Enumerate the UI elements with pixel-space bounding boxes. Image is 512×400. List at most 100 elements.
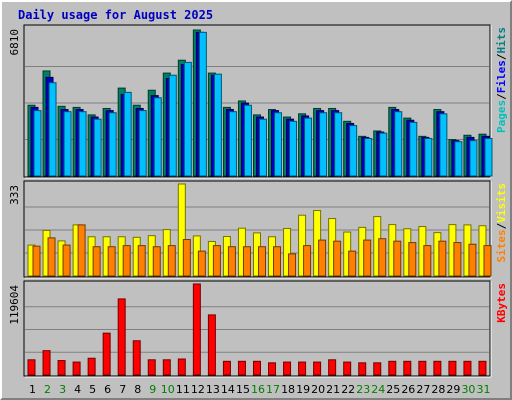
day-label-28: 28	[431, 383, 445, 396]
right-legend: KBytes	[495, 283, 508, 323]
bar-kbytes-day-12	[192, 283, 201, 376]
bar-pages-day-17	[274, 112, 283, 177]
bar-sites-day-19	[303, 245, 312, 277]
bar-kbytes-day-27	[418, 360, 427, 376]
bar-pages-day-28	[439, 113, 448, 177]
legend-hits: Hits	[495, 27, 508, 54]
bar-pages-day-18	[289, 120, 298, 177]
day-label-24: 24	[371, 383, 385, 396]
bar-kbytes-day-19	[298, 361, 307, 376]
day-label-12: 12	[191, 383, 205, 396]
bar-kbytes-day-23	[358, 362, 367, 376]
legend-separator: /	[495, 222, 508, 229]
day-label-1: 1	[29, 383, 36, 396]
bar-sites-day-24	[378, 238, 387, 277]
bar-visits-day-18	[283, 227, 292, 277]
bar-sites-day-3	[62, 244, 71, 277]
bar-visits-day-11	[177, 183, 186, 277]
bar-pages-day-13	[213, 73, 222, 177]
bar-pages-day-30	[469, 140, 478, 177]
bar-kbytes-day-2	[42, 350, 51, 376]
day-label-31: 31	[476, 383, 490, 396]
bar-kbytes-day-4	[72, 361, 81, 376]
day-label-4: 4	[74, 383, 81, 396]
day-label-13: 13	[206, 383, 220, 396]
bar-pages-day-5	[93, 118, 102, 177]
day-label-14: 14	[221, 383, 235, 396]
bar-pages-day-6	[108, 112, 117, 177]
day-label-29: 29	[446, 383, 460, 396]
day-label-22: 22	[341, 383, 355, 396]
bar-sites-day-10	[167, 245, 176, 277]
bar-sites-day-16	[257, 246, 266, 277]
legend-pages: Pages	[495, 100, 508, 133]
panel-3-background	[23, 280, 491, 377]
bar-sites-day-15	[242, 246, 251, 277]
bar-sites-day-30	[468, 243, 477, 277]
bar-kbytes-day-5	[87, 357, 96, 376]
day-label-6: 6	[104, 383, 111, 396]
bar-sites-day-17	[273, 246, 282, 277]
day-label-20: 20	[311, 383, 325, 396]
bar-kbytes-day-7	[117, 298, 126, 376]
bar-kbytes-day-11	[177, 358, 186, 376]
bar-pages-day-29	[454, 141, 463, 177]
bar-pages-day-2	[48, 82, 57, 177]
bar-pages-day-15	[243, 104, 252, 177]
right-legend: Sites/Visits	[495, 183, 508, 263]
bar-pages-day-16	[258, 118, 267, 177]
bar-kbytes-day-26	[403, 360, 412, 376]
bar-sites-day-9	[152, 246, 161, 277]
legend-kbytes: KBytes	[495, 283, 508, 323]
bar-pages-day-8	[138, 110, 147, 177]
bar-pages-day-22	[349, 125, 358, 177]
day-label-15: 15	[236, 383, 250, 396]
chart-title: Daily usage for August 2025	[18, 8, 214, 22]
legend-visits: Visits	[495, 183, 508, 223]
day-label-16: 16	[251, 383, 265, 396]
bar-kbytes-day-20	[313, 361, 322, 376]
day-label-11: 11	[176, 383, 190, 396]
bar-pages-day-10	[168, 74, 177, 177]
bar-pages-day-31	[484, 137, 493, 177]
bar-sites-day-18	[288, 253, 297, 277]
bar-sites-day-5	[92, 246, 101, 277]
bar-pages-day-3	[63, 111, 72, 177]
bar-sites-day-25	[393, 240, 402, 277]
y-max-label: 333	[8, 185, 21, 205]
day-label-18: 18	[281, 383, 295, 396]
bar-sites-day-26	[408, 242, 417, 277]
bar-kbytes-day-3	[57, 360, 66, 376]
day-label-10: 10	[161, 383, 175, 396]
bar-sites-day-6	[107, 246, 116, 277]
bar-kbytes-day-6	[102, 332, 111, 376]
bar-pages-day-7	[123, 91, 132, 177]
bar-sites-day-22	[348, 250, 357, 277]
day-label-9: 9	[149, 383, 156, 396]
bar-pages-day-27	[424, 137, 433, 177]
bar-pages-day-26	[409, 121, 418, 177]
bar-kbytes-day-17	[268, 362, 277, 376]
bar-sites-day-20	[318, 239, 327, 277]
legend-files: Files	[495, 60, 508, 93]
bar-pages-day-1	[33, 110, 42, 177]
day-label-19: 19	[296, 383, 310, 396]
day-label-30: 30	[461, 383, 475, 396]
bar-sites-day-4	[77, 224, 86, 277]
day-label-21: 21	[326, 383, 340, 396]
bar-sites-day-27	[423, 245, 432, 277]
bar-sites-day-2	[47, 237, 56, 277]
bar-pages-day-23	[364, 137, 373, 177]
bar-kbytes-day-1	[27, 359, 36, 376]
day-label-7: 7	[119, 383, 126, 396]
bar-sites-day-13	[212, 245, 221, 277]
bar-kbytes-day-31	[478, 360, 487, 376]
bar-pages-day-19	[304, 117, 313, 177]
day-label-26: 26	[401, 383, 415, 396]
bar-sites-day-28	[438, 240, 447, 277]
day-label-3: 3	[59, 383, 66, 396]
bar-pages-day-11	[183, 61, 192, 177]
bar-sites-day-23	[363, 239, 372, 277]
bar-pages-day-25	[394, 111, 403, 177]
